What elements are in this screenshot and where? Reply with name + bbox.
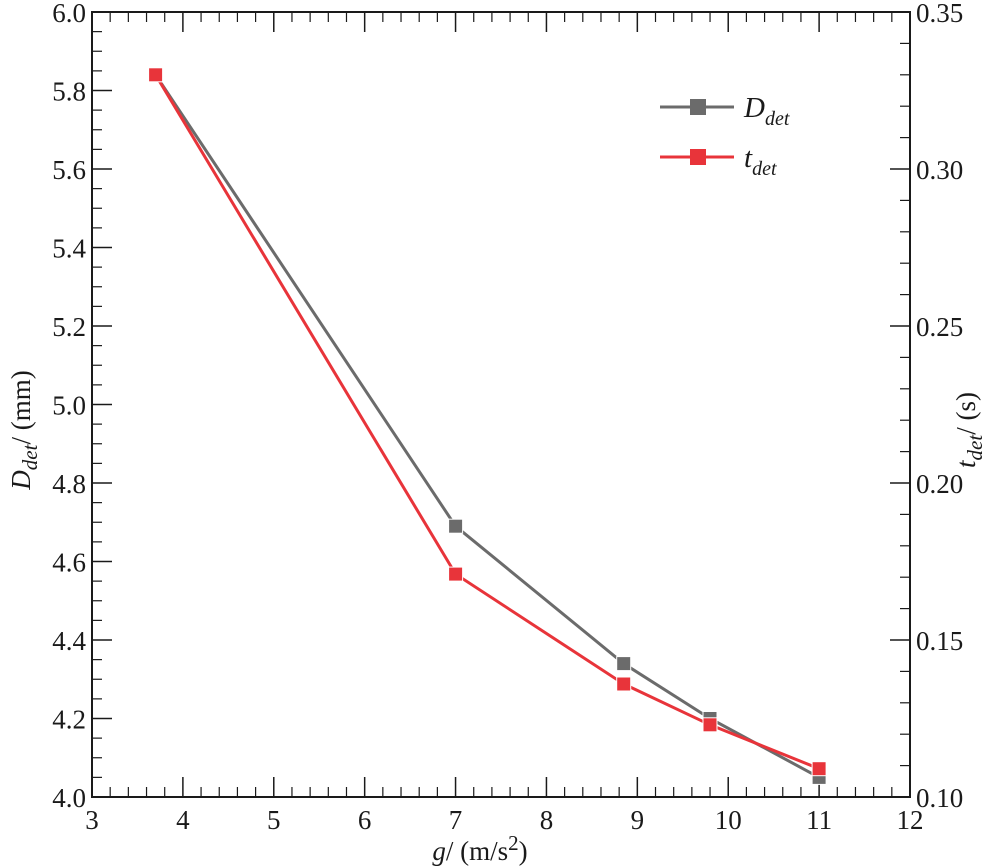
legend-label: Ddet	[743, 92, 790, 130]
y-axis-left-title: Ddet/ (mm)	[6, 370, 42, 490]
legend-entry-D_det: Ddet	[660, 92, 790, 130]
x-tick-label: 9	[631, 805, 645, 835]
y-right-tick-label: 0.30	[916, 155, 963, 185]
legend-marker	[690, 149, 706, 165]
data-point-t_det	[148, 67, 164, 83]
series-line-D_det	[154, 73, 820, 779]
y-axis-right-title: tdet/ (s)	[951, 392, 987, 468]
y-left-tick-label: 5.6	[52, 155, 86, 185]
y-left-tick-label: 5.0	[52, 391, 86, 421]
x-tick-label: 11	[806, 805, 832, 835]
y-left-tick-label: 5.2	[52, 312, 86, 342]
y-right-tick-label: 0.20	[916, 469, 963, 499]
y-left-tick-label: 4.8	[52, 469, 86, 499]
y-left-tick-label: 5.8	[52, 77, 86, 107]
legend: Ddet tdet	[660, 92, 790, 180]
data-point-t_det	[702, 717, 718, 733]
series-D_det	[148, 67, 827, 785]
y-left-tick-label: 4.0	[52, 783, 86, 813]
x-axis-title: g/ (m/s2)	[432, 831, 527, 866]
y-right-tick-label: 0.35	[916, 0, 963, 28]
data-point-D_det	[616, 656, 632, 672]
series-layer	[148, 67, 827, 785]
y-right-tick-label: 0.25	[916, 312, 963, 342]
data-point-t_det	[616, 676, 632, 692]
x-tick-label: 6	[358, 805, 372, 835]
ticks	[91, 11, 911, 798]
series-line-t_det	[154, 74, 820, 771]
series-t_det	[148, 67, 827, 777]
x-tick-label: 10	[715, 805, 742, 835]
y-left-tick-label: 4.2	[52, 705, 86, 735]
y-left-tick-label: 6.0	[52, 0, 86, 28]
y-right-tick-label: 0.10	[916, 783, 963, 813]
x-tick-label: 5	[267, 805, 281, 835]
legend-label: tdet	[744, 142, 777, 180]
tick-labels: 3 4 5 6 7 8 9 10 11 12 4.0 4.2 4.4 4.6 4.8 5.0 5.2 5.4 5.6…	[52, 0, 963, 835]
y-left-tick-label: 5.4	[52, 234, 86, 264]
legend-marker	[690, 99, 706, 115]
y-right-tick-label: 0.15	[916, 626, 963, 656]
legend-entry-t_det: tdet	[660, 142, 777, 180]
data-point-D_det	[448, 518, 464, 534]
data-point-t_det	[811, 761, 827, 777]
x-tick-label: 8	[540, 805, 554, 835]
x-tick-label: 3	[85, 805, 99, 835]
data-point-t_det	[448, 566, 464, 582]
x-tick-label: 7	[449, 805, 463, 835]
y-left-tick-label: 4.6	[52, 548, 86, 578]
y-left-tick-label: 4.4	[52, 626, 86, 656]
x-tick-label: 4	[176, 805, 190, 835]
x-tick-label: 12	[897, 805, 924, 835]
